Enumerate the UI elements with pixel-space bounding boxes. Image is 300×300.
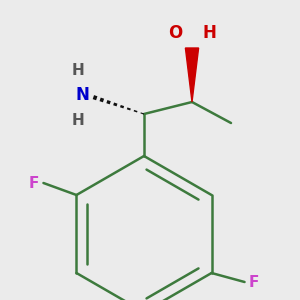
Text: H: H [202, 24, 216, 42]
Text: H: H [72, 63, 84, 78]
Text: O: O [168, 24, 182, 42]
Text: F: F [249, 274, 260, 290]
Text: F: F [28, 176, 39, 190]
Polygon shape [185, 48, 199, 102]
Text: N: N [76, 85, 89, 103]
Text: H: H [72, 112, 84, 128]
